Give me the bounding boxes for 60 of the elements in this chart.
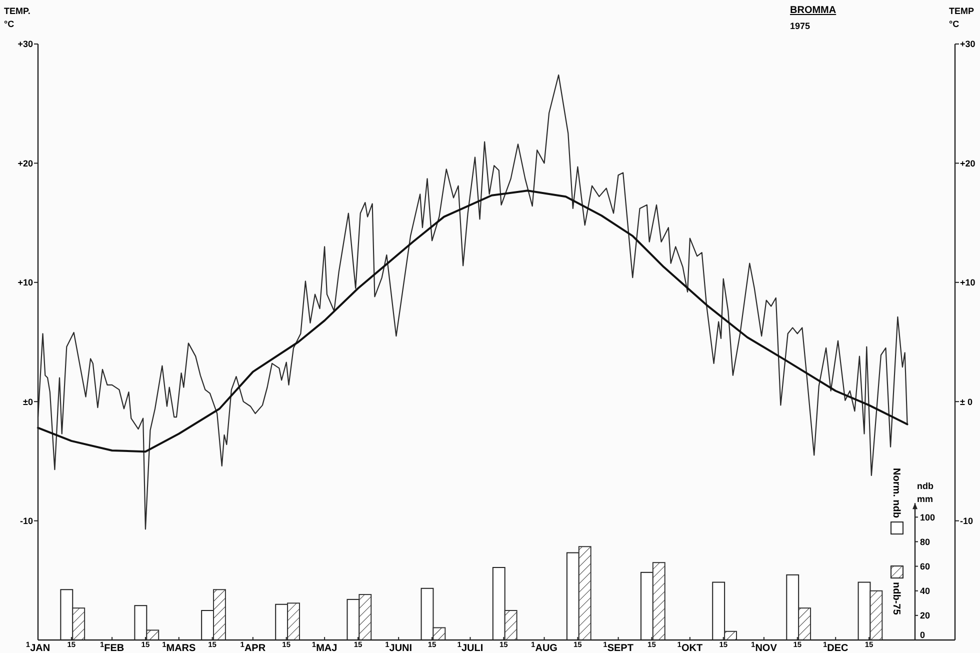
y-tick-label: +10	[18, 278, 33, 288]
y2-tick-label: ± 0	[960, 396, 972, 407]
text: Norm. ndb	[890, 468, 902, 518]
x-tick-label: $^{1}$OKT	[677, 640, 703, 653]
x-tick-label: 15	[574, 640, 582, 648]
x-tick-label: 15	[793, 640, 802, 648]
y3-tick-label: 0	[920, 630, 926, 640]
y2-tick-label: +10	[960, 278, 976, 288]
y-axis-title: TEMP. °C	[4, 6, 30, 29]
x-tick-label: 15	[282, 640, 291, 648]
y-tick-label: +30	[18, 39, 33, 50]
x-tick-label: 15	[719, 640, 728, 648]
bar	[652, 562, 666, 640]
bar	[724, 630, 737, 640]
x-tick-label: $^{1}$JUNI	[385, 640, 412, 653]
line-series	[37, 190, 908, 453]
y3-axis-title: ndb mm	[917, 481, 934, 504]
y-tick-label: -10	[20, 516, 33, 526]
x-tick-label: $^{1}$JULI	[457, 640, 484, 653]
x-tick-label: 15	[864, 640, 874, 648]
legend-label: ndb-75	[890, 582, 902, 616]
bar	[72, 608, 86, 640]
bar	[287, 602, 300, 640]
x-tick-label: $^{1}$NOV	[751, 640, 778, 653]
x-tick-label: 15	[648, 640, 656, 648]
x-tick-label: $^{1}$AUG	[531, 640, 558, 653]
y2-axis-title: TEMP °C	[949, 6, 974, 29]
x-tick-label: 15	[208, 640, 216, 648]
y3-tick-label: 80	[920, 536, 930, 547]
chart-title: BROMMA	[790, 5, 836, 16]
x-tick-label: 15	[354, 640, 362, 648]
y-tick-label: ±0	[23, 396, 33, 407]
x-tick-label: $^{1}$FEB	[100, 640, 124, 653]
bar	[146, 630, 160, 640]
x-tick-label: $^{1}$JAN	[26, 640, 50, 653]
bar	[213, 589, 226, 640]
y2-tick-label: +20	[960, 158, 976, 168]
bar	[432, 627, 446, 640]
x-tick-label: 15	[141, 640, 150, 648]
x-tick-label: $^{1}$DEC	[822, 640, 848, 653]
bar	[358, 594, 372, 640]
x-tick-label: $^{1}$MARS	[162, 640, 196, 653]
bar	[578, 546, 592, 640]
y3-tick-label: 40	[920, 586, 930, 596]
y3-tick-label: 20	[920, 610, 930, 621]
y3-tick-label: 100	[920, 512, 936, 522]
x-tick-label: 15	[67, 640, 76, 648]
x-tick-label: 15	[499, 640, 508, 648]
x-tick-label: $^{1}$APR	[240, 640, 266, 653]
x-tick-label: $^{1}$SEPT	[603, 640, 634, 653]
bar	[870, 590, 883, 640]
bar	[504, 610, 518, 640]
chart-subtitle: 1975	[790, 21, 810, 31]
y2-tick-label: -10	[960, 516, 974, 526]
x-tick-label: 15	[428, 640, 436, 648]
bar	[798, 608, 812, 640]
x-tick-label: $^{1}$MAJ	[312, 640, 338, 653]
y3-tick-label: 60	[920, 561, 930, 572]
y-tick-label: +20	[18, 158, 33, 168]
y2-tick-label: +30	[960, 39, 976, 50]
